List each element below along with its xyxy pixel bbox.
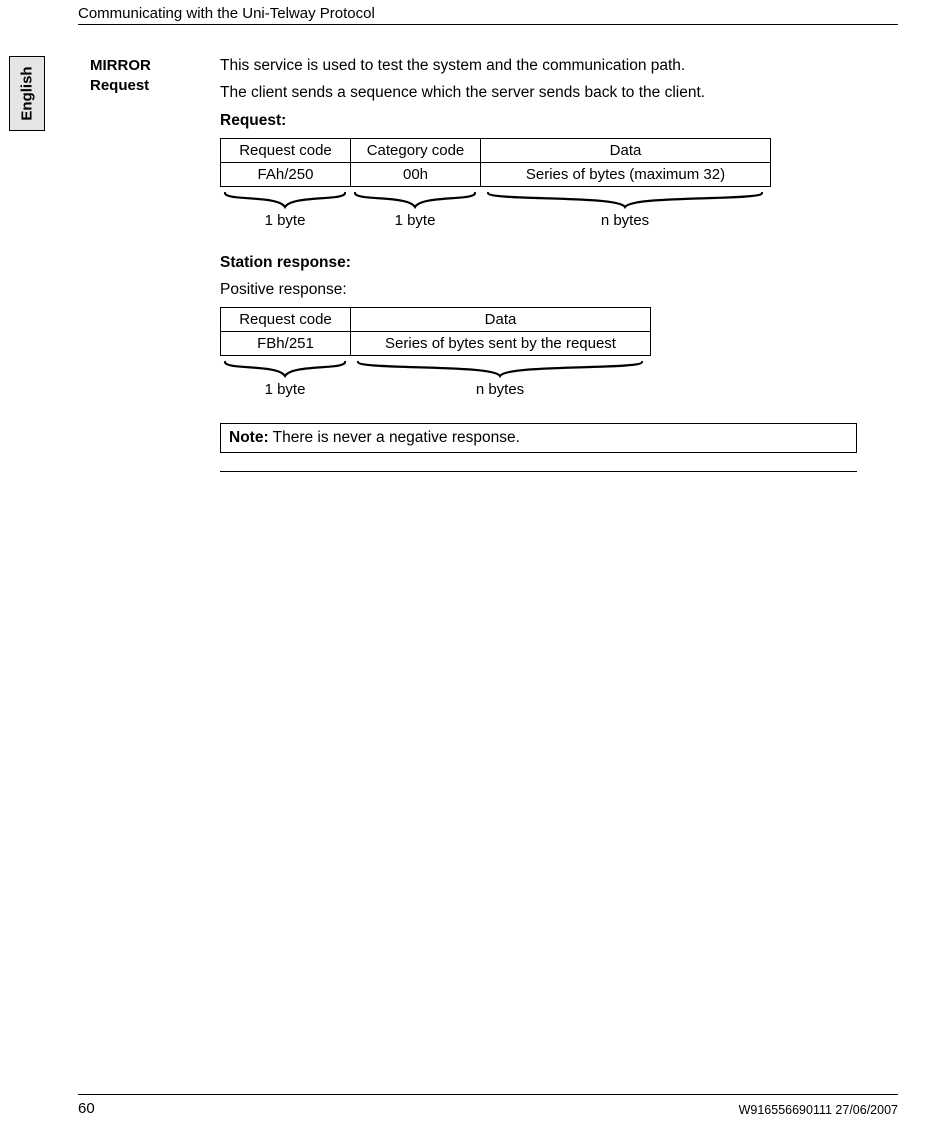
brace-icon <box>480 190 770 210</box>
request-col-header-0: Request code <box>221 138 351 162</box>
byte-label: 1 byte <box>350 212 480 229</box>
request-cell-1: 00h <box>351 162 481 186</box>
request-table: Request code Category code Data FAh/250 … <box>220 138 771 187</box>
brace-icon <box>350 359 650 379</box>
main-content: This service is used to test the system … <box>220 56 888 472</box>
paragraph-2: The client sends a sequence which the se… <box>220 83 888 104</box>
table-row: Request code Data <box>221 307 651 331</box>
page-number: 60 <box>78 1100 95 1117</box>
response-col-header-1: Data <box>351 307 651 331</box>
section-heading-line2: Request <box>90 76 200 96</box>
brace-icon <box>220 359 350 379</box>
section-divider <box>220 471 857 472</box>
request-subhead: Request: <box>220 112 888 130</box>
table-row: FAh/250 00h Series of bytes (maximum 32) <box>221 162 771 186</box>
byte-label: n bytes <box>480 212 770 229</box>
byte-label: 1 byte <box>220 381 350 398</box>
footer-rule <box>78 1094 898 1095</box>
request-braces-row <box>220 190 888 210</box>
language-tab: English <box>9 56 45 131</box>
byte-label: 1 byte <box>220 212 350 229</box>
language-tab-label: English <box>19 66 36 120</box>
request-col-header-2: Data <box>481 138 771 162</box>
request-cell-2: Series of bytes (maximum 32) <box>481 162 771 186</box>
table-row: FBh/251 Series of bytes sent by the requ… <box>221 331 651 355</box>
section-heading-line1: MIRROR <box>90 56 200 76</box>
request-col-header-1: Category code <box>351 138 481 162</box>
brace-icon <box>350 190 480 210</box>
paragraph-1: This service is used to test the system … <box>220 56 888 77</box>
note-box: Note: There is never a negative response… <box>220 423 857 453</box>
request-brace-labels: 1 byte 1 byte n bytes <box>220 212 888 229</box>
station-response-subhead: Station response: <box>220 254 888 272</box>
note-label: Note: <box>229 429 269 446</box>
document-id: W916556690111 27/06/2007 <box>739 1103 898 1117</box>
chapter-title: Communicating with the Uni-Telway Protoc… <box>78 5 375 22</box>
byte-label: n bytes <box>350 381 650 398</box>
response-braces-row <box>220 359 888 379</box>
positive-response-label: Positive response: <box>220 280 888 301</box>
response-col-header-0: Request code <box>221 307 351 331</box>
header-rule <box>78 24 898 25</box>
response-cell-0: FBh/251 <box>221 331 351 355</box>
response-brace-labels: 1 byte n bytes <box>220 381 888 398</box>
response-table: Request code Data FBh/251 Series of byte… <box>220 307 651 356</box>
section-heading: MIRROR Request <box>90 56 200 97</box>
brace-icon <box>220 190 350 210</box>
request-cell-0: FAh/250 <box>221 162 351 186</box>
note-text: There is never a negative response. <box>269 429 520 446</box>
table-row: Request code Category code Data <box>221 138 771 162</box>
response-cell-1: Series of bytes sent by the request <box>351 331 651 355</box>
